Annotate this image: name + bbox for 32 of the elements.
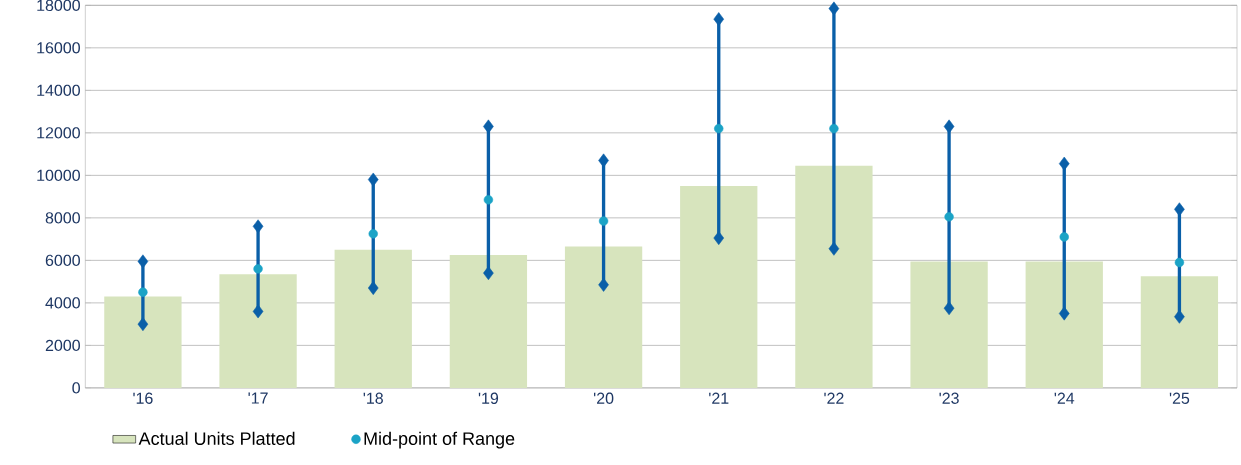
y-tick-label: 18000 [37, 0, 80, 11]
x-tick-label: '24 [1054, 392, 1075, 404]
bar [334, 249, 412, 388]
y-tick-label: 0 [72, 382, 80, 394]
bar [795, 165, 873, 388]
y-tick-label: 14000 [37, 84, 80, 96]
x-tick-label: '23 [939, 392, 959, 404]
bar [1140, 276, 1219, 388]
bar [680, 185, 758, 388]
y-tick-label: 8000 [45, 212, 80, 224]
x-tick-label: '22 [824, 392, 844, 404]
bar [449, 254, 528, 388]
y-tick-label: 4000 [45, 297, 80, 309]
x-tick-label: '16 [133, 392, 153, 404]
y-tick-label: 10000 [37, 169, 80, 181]
y-tick-label: 12000 [37, 127, 80, 139]
bar [1025, 261, 1103, 388]
x-tick-label: '25 [1169, 392, 1190, 404]
y-tick-label: 6000 [45, 254, 80, 266]
x-tick-label: '21 [709, 392, 729, 404]
legend-label: Mid-point of Range [364, 431, 515, 449]
bar [104, 296, 182, 388]
x-tick-label: '18 [363, 392, 383, 404]
legend-label: Actual Units Platted [138, 431, 295, 445]
bar [219, 274, 297, 388]
bar [564, 246, 643, 388]
x-tick-label: '20 [593, 392, 614, 404]
y-tick-label: 2000 [45, 339, 80, 351]
y-tick-label: 16000 [37, 42, 80, 54]
x-tick-label: '19 [478, 392, 499, 404]
bar [910, 261, 988, 388]
x-tick-label: '17 [248, 392, 268, 404]
